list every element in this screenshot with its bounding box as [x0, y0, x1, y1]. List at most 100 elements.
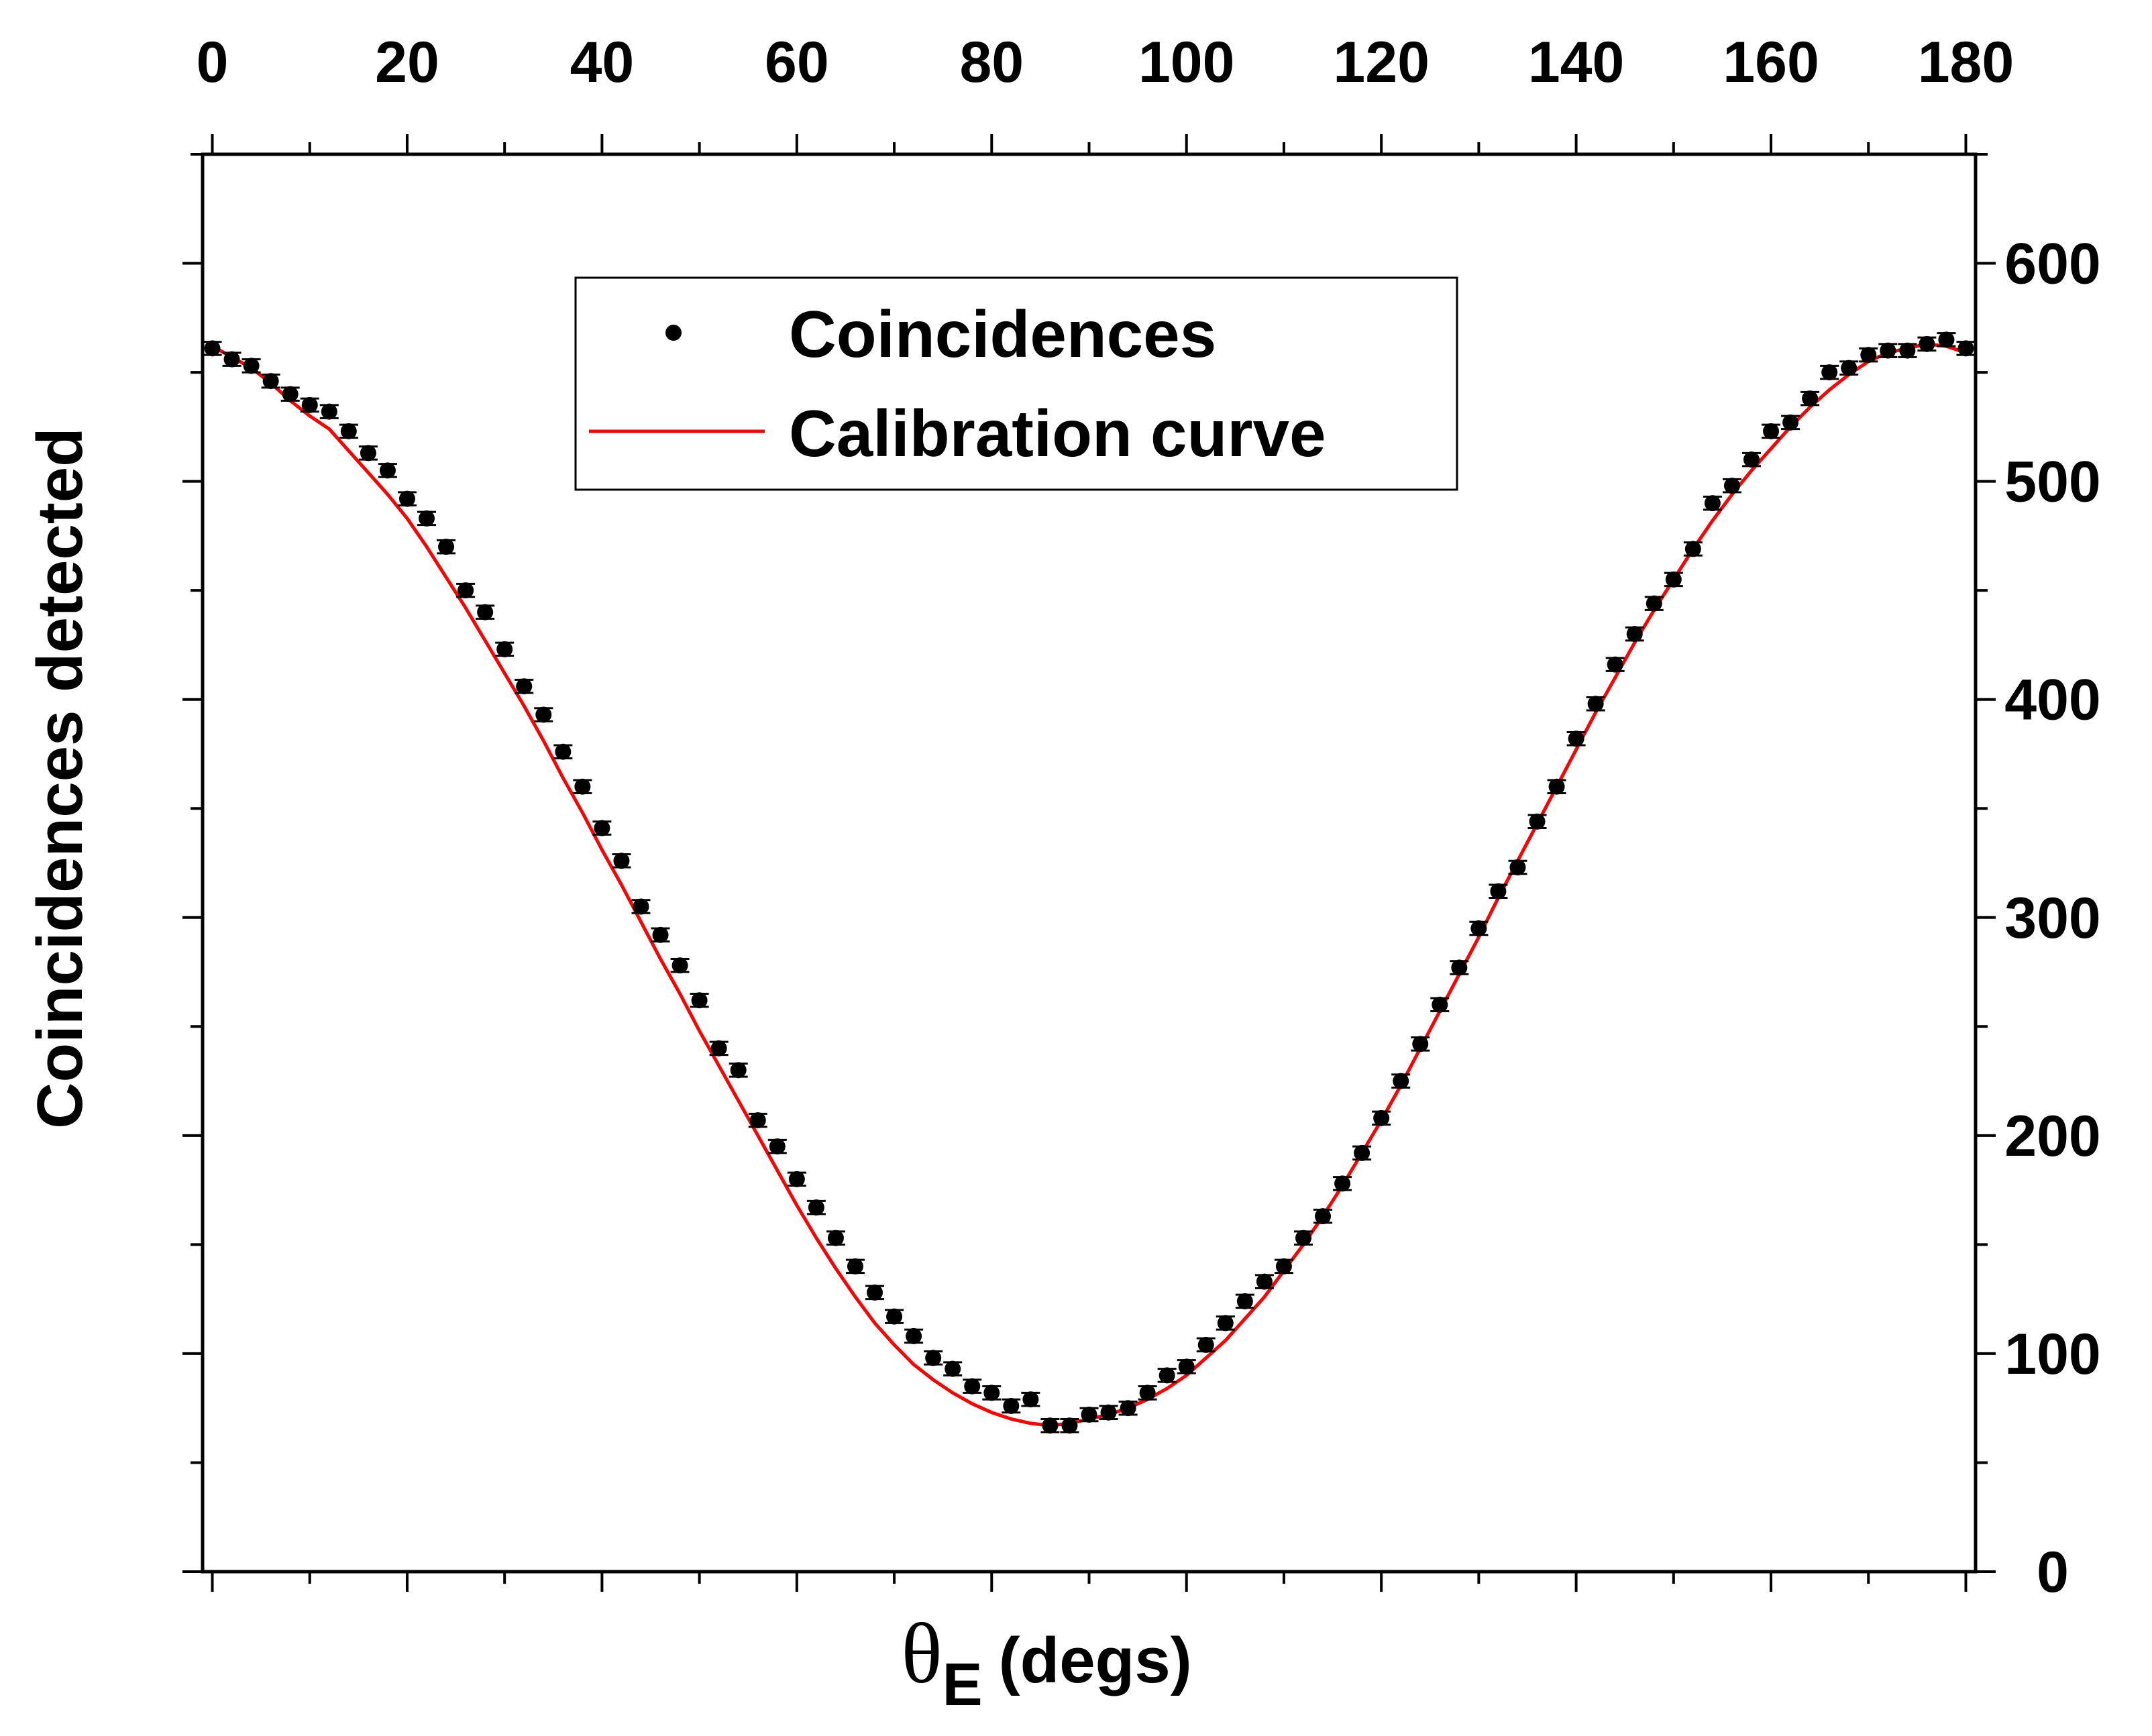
data-point-marker — [1178, 1358, 1195, 1375]
data-point-marker — [223, 351, 240, 368]
data-point — [1099, 1404, 1118, 1421]
data-point — [1605, 656, 1625, 673]
data-point — [651, 926, 670, 943]
data-point-marker — [925, 1350, 942, 1366]
data-point — [885, 1308, 904, 1325]
x-tick-label: 120 — [1333, 30, 1430, 95]
x-tick-label: 60 — [765, 30, 829, 95]
data-point — [222, 351, 241, 368]
data-point-marker — [1646, 595, 1662, 612]
data-point — [1002, 1397, 1021, 1414]
data-point — [1489, 883, 1508, 900]
y-axis-title: Coincidences detected — [24, 427, 96, 1129]
y-tick-label: 100 — [2004, 1322, 2101, 1387]
legend-label-calibration-curve: Calibration curve — [789, 396, 1326, 470]
data-point-marker — [788, 1171, 805, 1187]
data-point-marker — [945, 1360, 961, 1377]
data-point-marker — [1938, 331, 1955, 348]
axes-layer — [182, 134, 1996, 1592]
data-point — [1021, 1391, 1040, 1408]
data-point — [1274, 1258, 1293, 1274]
data-point — [1352, 1144, 1372, 1161]
data-point-marker — [1022, 1391, 1039, 1408]
data-point-marker — [671, 957, 688, 974]
data-point-marker — [496, 641, 513, 657]
data-point-marker — [1821, 364, 1838, 381]
data-point-marker — [1412, 1036, 1429, 1052]
data-point — [982, 1385, 1002, 1401]
data-point — [1450, 959, 1469, 976]
data-point-marker — [749, 1112, 766, 1129]
data-point — [1703, 495, 1722, 512]
data-point-marker — [516, 678, 533, 695]
data-point — [729, 1062, 748, 1079]
x-tick-label: 0 — [197, 30, 229, 95]
legend-marker-coincidences — [665, 325, 682, 341]
data-point-marker — [1354, 1144, 1370, 1161]
data-point — [1547, 778, 1566, 795]
data-point — [1469, 920, 1489, 937]
data-point — [690, 992, 709, 1009]
data-point-marker — [730, 1062, 747, 1079]
coincidence-points-layer — [203, 331, 1976, 1434]
data-point — [1937, 331, 1956, 348]
data-point — [865, 1284, 885, 1301]
data-point — [1196, 1336, 1216, 1353]
data-point — [806, 1199, 826, 1216]
x-axis-title-subscript: E — [943, 1651, 983, 1719]
data-point — [1644, 595, 1664, 612]
data-point-marker — [1529, 813, 1546, 830]
data-point-marker — [1782, 414, 1799, 431]
data-point-marker — [1841, 360, 1858, 376]
data-point — [515, 678, 534, 695]
data-point-marker — [574, 778, 591, 795]
data-point — [963, 1378, 982, 1395]
data-point-marker — [633, 898, 649, 915]
data-point-marker — [983, 1385, 1000, 1401]
data-point-marker — [1061, 1417, 1078, 1434]
data-point-marker — [1256, 1273, 1273, 1290]
legend-frame — [574, 276, 1458, 491]
data-point — [709, 1040, 729, 1056]
data-point — [1313, 1208, 1333, 1225]
x-tick-label: 160 — [1723, 30, 1819, 95]
data-point — [476, 604, 495, 620]
data-point — [573, 778, 592, 795]
data-point — [1683, 541, 1703, 557]
data-point — [943, 1360, 963, 1377]
data-point-marker — [555, 743, 572, 760]
data-point-marker — [360, 445, 376, 462]
data-point-marker — [827, 1230, 844, 1246]
data-point — [437, 539, 456, 555]
data-point — [241, 358, 261, 374]
data-point — [1586, 696, 1605, 712]
data-point — [787, 1171, 806, 1187]
data-point-marker — [1081, 1406, 1097, 1423]
data-point — [1430, 996, 1450, 1013]
data-point — [592, 820, 612, 836]
calibration-curve-layer — [211, 342, 1967, 1427]
data-point-marker — [867, 1284, 883, 1301]
data-point — [1664, 571, 1683, 588]
data-point — [1411, 1036, 1430, 1052]
data-point-marker — [477, 604, 494, 620]
data-point-marker — [340, 423, 357, 439]
data-point — [748, 1112, 767, 1129]
data-point-marker — [1236, 1293, 1253, 1309]
data-point-marker — [1432, 996, 1448, 1013]
data-point-marker — [282, 386, 299, 402]
data-point-marker — [262, 373, 279, 390]
data-point-marker — [1607, 656, 1623, 673]
x-axis-title-symbol: θ — [901, 1606, 942, 1701]
tick-labels-layer: 0 20 40 60 80 100 120 140 160 180 0 100 200 300 400 500… — [197, 30, 2101, 1605]
data-point — [631, 898, 651, 915]
data-point-marker — [1626, 626, 1643, 643]
data-point — [1839, 360, 1859, 376]
data-point — [280, 386, 300, 402]
data-point-marker — [1723, 478, 1740, 494]
data-point — [1157, 1367, 1177, 1384]
data-point-marker — [1373, 1109, 1390, 1126]
data-point — [1878, 342, 1898, 359]
data-point — [1859, 347, 1878, 364]
